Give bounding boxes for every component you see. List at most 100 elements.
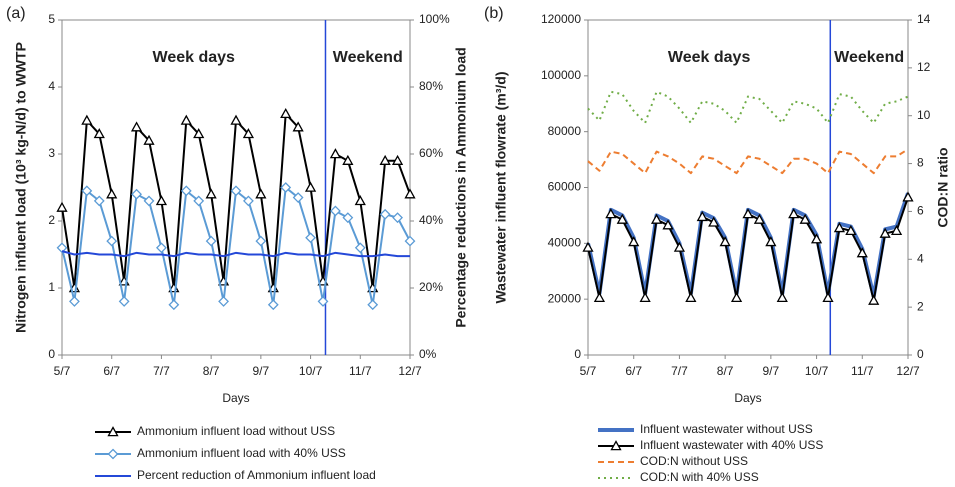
- marker: [367, 299, 379, 311]
- marker: [696, 210, 708, 222]
- marker: [329, 148, 342, 159]
- marker: [868, 294, 880, 305]
- x-tick-label: 7/7: [153, 364, 170, 378]
- marker: [143, 195, 155, 207]
- marker: [218, 295, 229, 307]
- y2-tick-label: 10: [917, 108, 931, 122]
- marker: [845, 224, 857, 236]
- marker: [107, 448, 119, 460]
- marker: [56, 242, 68, 254]
- marker: [673, 241, 686, 252]
- marker: [404, 235, 416, 247]
- x-axis-title: Days: [222, 391, 249, 405]
- marker: [93, 195, 105, 207]
- marker: [205, 235, 217, 247]
- x-axis-title: Days: [734, 391, 761, 405]
- x-tick-label: 6/7: [625, 364, 642, 378]
- x-tick-label: 7/7: [671, 364, 688, 378]
- panel-label: (b): [484, 5, 504, 22]
- marker: [81, 114, 93, 125]
- annotation: Week days: [668, 49, 751, 66]
- marker: [107, 426, 119, 437]
- marker: [292, 121, 304, 132]
- y-tick-label: 60000: [548, 180, 582, 194]
- marker: [753, 213, 766, 224]
- marker: [404, 188, 416, 199]
- y2-tick-label: 2: [917, 299, 924, 313]
- marker: [650, 213, 663, 224]
- y-tick-label: 120000: [541, 12, 581, 26]
- marker: [810, 233, 823, 244]
- marker: [685, 291, 697, 303]
- marker: [879, 227, 891, 238]
- legend-label: COD:N without USS: [640, 454, 748, 468]
- marker: [856, 247, 868, 258]
- annotation: Week days: [153, 49, 236, 66]
- plot-frame: [61, 19, 411, 356]
- marker: [776, 291, 788, 303]
- x-tick-label: 12/7: [398, 364, 422, 378]
- marker: [81, 185, 93, 197]
- marker: [391, 154, 404, 165]
- marker: [833, 222, 846, 233]
- marker: [305, 232, 316, 244]
- legend-label: COD:N with 40% USS: [640, 470, 759, 484]
- marker: [788, 208, 800, 219]
- marker: [822, 291, 834, 303]
- y-tick-label: 5: [48, 12, 55, 26]
- marker: [890, 224, 903, 236]
- annotation: Weekend: [333, 49, 403, 66]
- x-tick-label: 5/7: [54, 364, 71, 378]
- y2-tick-label: 40%: [419, 213, 443, 227]
- y-axis-title: Wastewater influent flowrate (m³/d): [493, 71, 509, 303]
- marker: [628, 236, 640, 247]
- y2-tick-label: 6: [917, 204, 924, 218]
- y-axis-title: Nitrogen influent load (10³ kg-N/d) to W…: [13, 42, 29, 333]
- marker: [56, 201, 68, 212]
- marker: [582, 241, 594, 252]
- y2-axis-title: Percentage reductions in Ammonium load: [453, 47, 469, 327]
- marker: [392, 212, 403, 224]
- marker: [118, 295, 130, 307]
- marker: [616, 213, 628, 224]
- y2-tick-label: 14: [917, 12, 931, 26]
- y-tick-label: 0: [574, 347, 581, 361]
- y-tick-label: 20000: [548, 291, 582, 305]
- marker: [342, 154, 354, 165]
- x-tick-label: 11/7: [349, 364, 372, 378]
- series-line: [61, 250, 410, 258]
- y-tick-label: 0: [48, 347, 55, 361]
- marker: [708, 216, 720, 227]
- legend-label: Ammonium influent load with 40% USS: [137, 446, 346, 460]
- y-tick-label: 80000: [548, 124, 582, 138]
- marker: [354, 242, 366, 254]
- marker: [280, 182, 292, 193]
- x-tick-label: 8/7: [203, 364, 220, 378]
- annotation: Weekend: [834, 49, 904, 66]
- x-tick-label: 11/7: [851, 364, 874, 378]
- marker: [292, 192, 304, 203]
- legend-label: Influent wastewater with 40% USS: [640, 438, 823, 452]
- marker: [902, 191, 914, 202]
- marker: [662, 219, 674, 230]
- marker: [255, 235, 267, 247]
- y2-tick-label: 12: [917, 60, 931, 74]
- marker: [155, 195, 168, 206]
- y2-axis-title: COD:N ratio: [935, 147, 951, 227]
- legend-label: Ammonium influent load without USS: [137, 424, 335, 438]
- y-tick-label: 40000: [548, 236, 582, 250]
- marker: [280, 107, 292, 119]
- marker: [106, 188, 118, 199]
- marker: [317, 295, 329, 307]
- legend-label: Influent wastewater without USS: [640, 422, 813, 436]
- marker: [730, 291, 743, 303]
- marker: [742, 208, 754, 219]
- x-tick-label: 10/7: [299, 364, 323, 378]
- plot-frame: [587, 19, 909, 356]
- y2-tick-label: 100%: [419, 12, 450, 26]
- series-line: [587, 148, 909, 175]
- marker: [180, 114, 192, 125]
- x-tick-label: 8/7: [717, 364, 734, 378]
- marker: [719, 236, 731, 247]
- marker: [342, 212, 354, 224]
